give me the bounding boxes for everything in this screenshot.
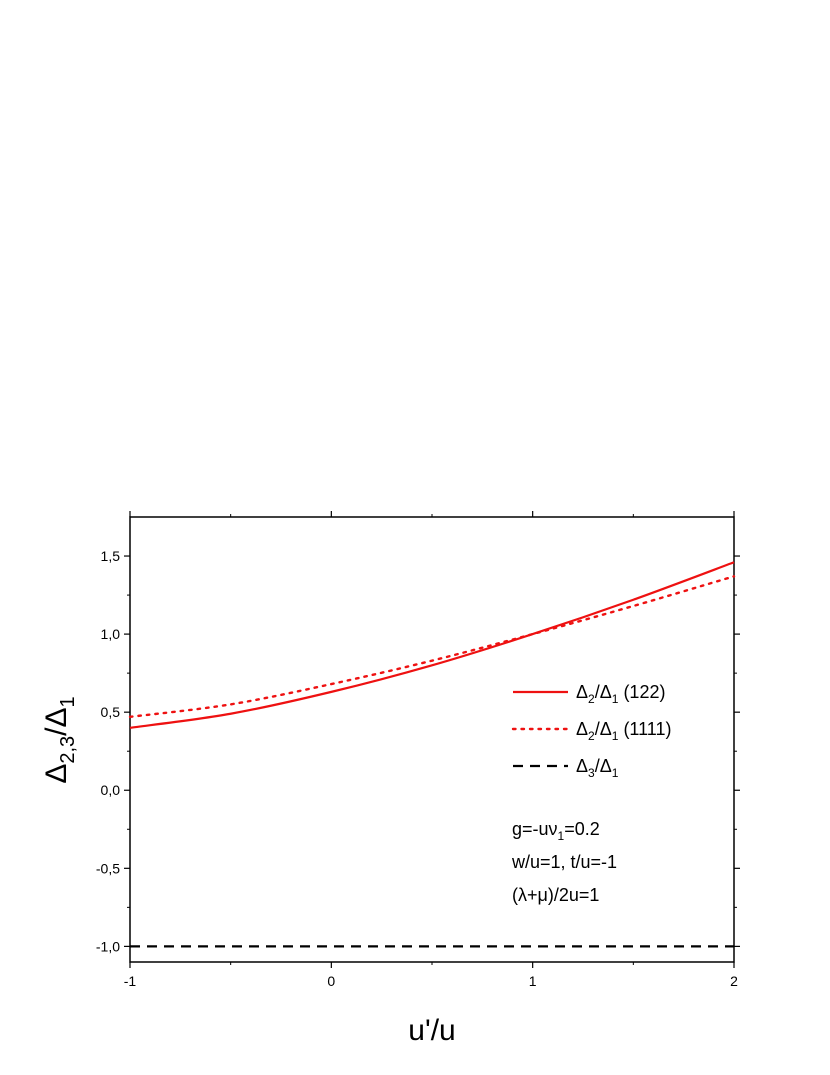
y-axis-title: Δ2,3/Δ1 bbox=[40, 696, 79, 783]
y-tick-label: 0,5 bbox=[101, 704, 121, 720]
x-tick-label: 2 bbox=[730, 973, 738, 989]
y-tick-label: 0,0 bbox=[101, 782, 121, 798]
x-axis-title: u'/u bbox=[408, 1014, 455, 1047]
legend: Δ2/Δ1 (122) Δ2/Δ1 (1111) Δ3/Δ1 bbox=[511, 682, 671, 780]
y-axis-title-sub2: 1 bbox=[57, 696, 79, 707]
y-tick-label: -1,0 bbox=[96, 938, 120, 954]
annotation-block: g=-uν1=0.2 w/u=1, t/u=-1 (λ+μ)/2u=1 bbox=[511, 819, 617, 905]
series-line-2 bbox=[128, 575, 736, 719]
annotation-line-2: w/u=1, t/u=-1 bbox=[511, 852, 617, 872]
y-tick-label: 1,5 bbox=[101, 548, 121, 564]
axis-ticks bbox=[124, 511, 740, 968]
y-axis-title-sub: 2,3 bbox=[57, 736, 79, 764]
series-line-1 bbox=[129, 561, 735, 729]
y-tick-label: 1,0 bbox=[101, 626, 121, 642]
legend-label-3: Δ3/Δ1 bbox=[576, 756, 619, 780]
legend-label-2: Δ2/Δ1 (1111) bbox=[576, 719, 671, 743]
annotation-line-3: (λ+μ)/2u=1 bbox=[512, 885, 599, 905]
x-tick-label: 1 bbox=[529, 973, 537, 989]
x-tick-label: -1 bbox=[124, 973, 137, 989]
x-tick-label: 0 bbox=[327, 973, 335, 989]
legend-label-1: Δ2/Δ1 (122) bbox=[576, 682, 665, 706]
series-lines bbox=[128, 561, 736, 948]
y-tick-label: -0,5 bbox=[96, 860, 120, 876]
y-axis-title-main: Δ bbox=[40, 764, 73, 784]
annotation-line-1: g=-uν1=0.2 bbox=[512, 819, 600, 843]
plot-frame bbox=[129, 516, 735, 963]
tick-labels: -1 0 1 2 -1,0 -0,5 0,0 0,5 1,0 1,5 bbox=[96, 548, 738, 989]
y-axis-title-slash: /Δ bbox=[40, 707, 73, 735]
